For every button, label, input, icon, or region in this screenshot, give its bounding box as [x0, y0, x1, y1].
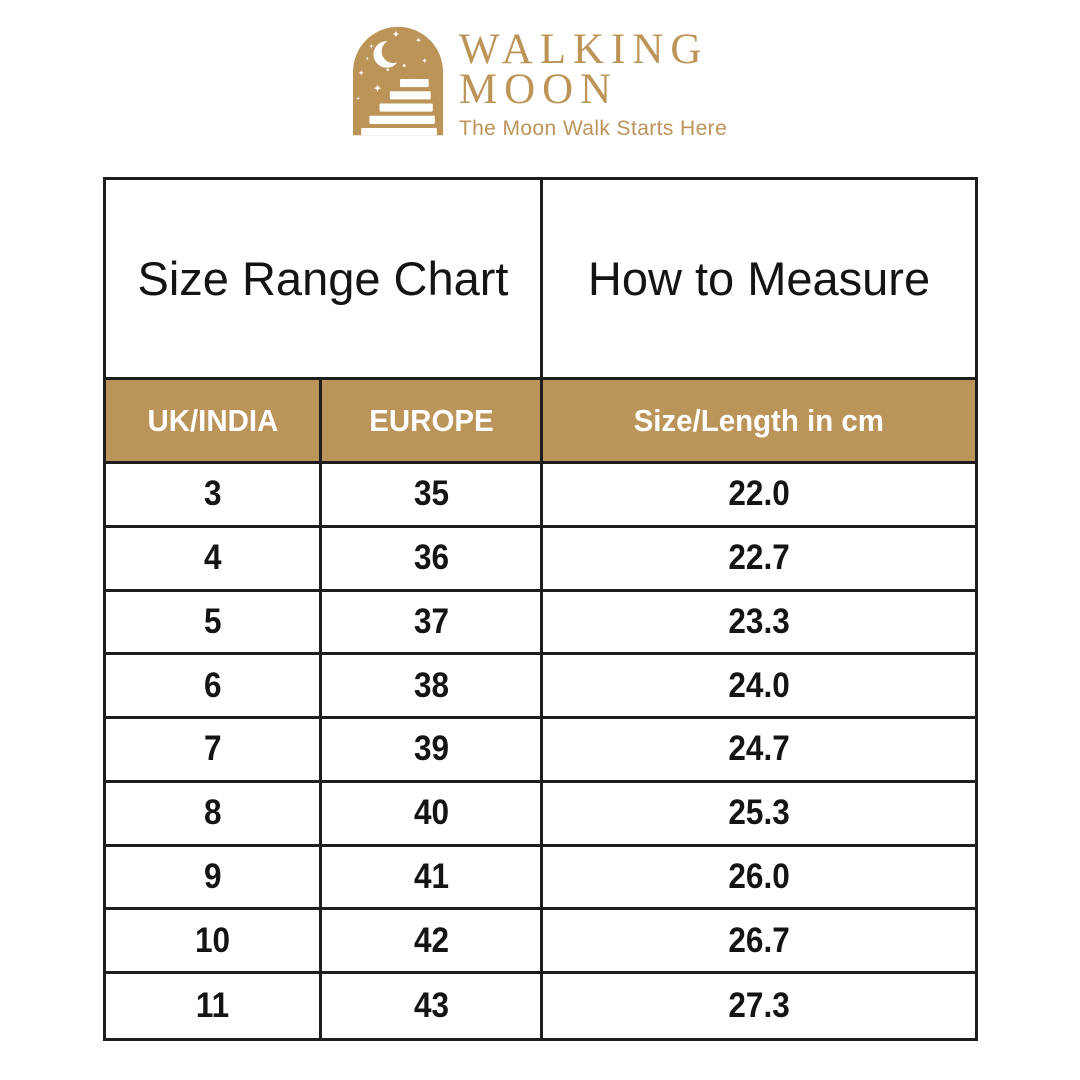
cell-eu-row6-value: 41: [413, 857, 449, 897]
arch-moon-stairs-icon: [352, 26, 443, 136]
cell-cm-row2-value: 23.3: [728, 601, 790, 641]
cell-cm-row4-value: 24.7: [728, 729, 790, 769]
cell-uk-row6-value: 9: [203, 857, 222, 897]
cell-eu-row4-value: 39: [413, 729, 449, 769]
cell-uk-row0-value: 3: [203, 474, 222, 514]
cell-cm-row7-value: 26.7: [728, 920, 790, 960]
cell-cm-row0-value: 22.0: [728, 474, 790, 514]
cell-cm-row7: 26.7: [543, 910, 975, 975]
column-header-size-length-cm-label: Size/Length in cm: [633, 402, 885, 438]
cell-uk-row2-value: 5: [203, 601, 222, 641]
cell-cm-row4: 24.7: [543, 719, 975, 783]
cell-cm-row8: 27.3: [543, 974, 975, 1038]
cell-eu-row1: 36: [322, 527, 543, 592]
cell-cm-row0: 22.0: [543, 464, 975, 528]
section-header-size-range-chart: Size Range Chart: [106, 180, 543, 380]
cell-uk-row8-value: 11: [195, 986, 230, 1026]
cell-eu-row5: 40: [322, 782, 543, 847]
cell-uk-row7: 10: [106, 910, 322, 975]
cell-cm-row1-value: 22.7: [728, 538, 790, 578]
cell-cm-row6: 26.0: [543, 847, 975, 911]
cell-eu-row1-value: 36: [413, 538, 449, 578]
cell-uk-row3-value: 6: [203, 665, 222, 705]
cell-uk-row1-value: 4: [203, 538, 222, 578]
brand-name-line1: WALKING: [458, 26, 709, 73]
brand-name-line2: MOON: [458, 65, 619, 113]
section-header-size-range-chart-label: Size Range Chart: [137, 252, 509, 305]
cell-eu-row0-value: 35: [413, 474, 449, 514]
brand-text: WALKING MOON The Moon Walk Starts Here: [459, 26, 727, 141]
cell-uk-row2: 5: [106, 591, 322, 656]
cell-eu-row8: 43: [322, 974, 543, 1038]
section-header-how-to-measure: How to Measure: [543, 180, 975, 380]
cell-cm-row2: 23.3: [543, 592, 975, 656]
cell-uk-row4-value: 7: [203, 729, 222, 769]
cell-uk-row0: 3: [106, 464, 322, 528]
cell-eu-row8-value: 43: [413, 986, 449, 1026]
size-chart-table: Size Range Chart How to Measure UK/INDIA…: [103, 177, 978, 1041]
brand-tagline: The Moon Walk Starts Here: [458, 117, 728, 141]
cell-uk-row1: 4: [106, 527, 322, 592]
cell-eu-row2-value: 37: [413, 601, 449, 641]
section-header-how-to-measure-label: How to Measure: [587, 252, 931, 305]
column-header-uk-india: UK/INDIA: [106, 380, 322, 464]
column-header-uk-india-label: UK/INDIA: [147, 402, 278, 438]
cell-cm-row1: 22.7: [543, 528, 975, 592]
column-header-europe: EUROPE: [322, 380, 543, 464]
cell-uk-row4: 7: [106, 719, 322, 783]
cell-uk-row7-value: 10: [194, 920, 231, 960]
cell-cm-row5-value: 25.3: [728, 793, 790, 833]
cell-eu-row3-value: 38: [413, 665, 449, 705]
cell-uk-row5-value: 8: [203, 793, 222, 833]
cell-eu-row7: 42: [322, 910, 543, 975]
cell-eu-row7-value: 42: [413, 920, 449, 960]
cell-eu-row6: 41: [322, 846, 543, 911]
column-header-size-length-cm: Size/Length in cm: [543, 380, 975, 464]
cell-cm-row6-value: 26.0: [728, 857, 790, 897]
cell-eu-row2: 37: [322, 591, 543, 656]
cell-cm-row3: 24.0: [543, 655, 975, 720]
cell-cm-row3-value: 24.0: [728, 665, 790, 705]
column-header-europe-label: EUROPE: [368, 402, 494, 438]
brand-header: WALKING MOON The Moon Walk Starts Here: [0, 26, 1080, 141]
cell-cm-row8-value: 27.3: [728, 986, 790, 1026]
cell-uk-row5: 8: [106, 782, 322, 847]
cell-eu-row4: 39: [322, 719, 543, 783]
cell-cm-row5: 25.3: [543, 783, 975, 847]
cell-eu-row0: 35: [322, 464, 543, 528]
cell-uk-row3: 6: [106, 655, 322, 720]
cell-uk-row8: 11: [106, 974, 322, 1038]
cell-uk-row6: 9: [106, 846, 322, 911]
cell-eu-row5-value: 40: [413, 793, 449, 833]
cell-eu-row3: 38: [322, 655, 543, 720]
